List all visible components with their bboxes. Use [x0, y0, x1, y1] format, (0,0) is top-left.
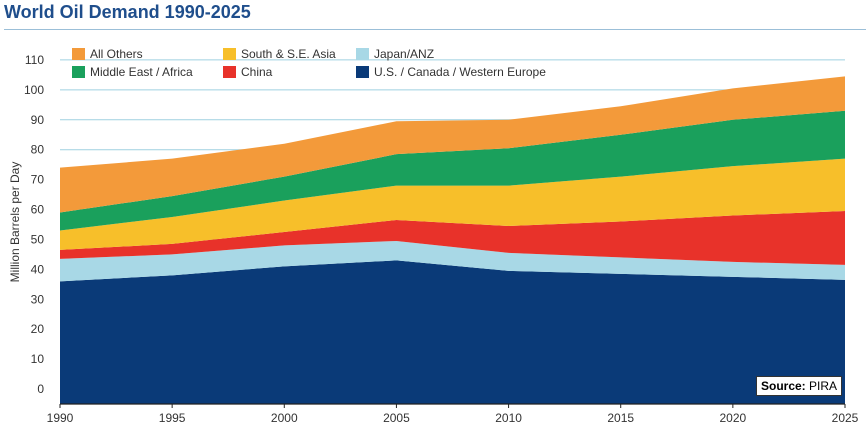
- source-value: PIRA: [809, 379, 838, 393]
- y-tick-label-80: 80: [31, 143, 45, 157]
- legend-label-all-others: All Others: [90, 47, 143, 61]
- y-tick-label-60: 60: [31, 203, 45, 217]
- legend: All Others South & S.E. Asia Japan/ANZ Midd…: [72, 47, 546, 79]
- y-tick-label-10: 10: [31, 352, 45, 366]
- y-tick-label-0: 0: [37, 382, 44, 396]
- legend-label-u-s-canada-western-europe: U.S. / Canada / Western Europe: [374, 65, 546, 79]
- stacked-areas: [60, 76, 845, 404]
- area-all-others: [60, 76, 845, 213]
- x-tick-label-2000: 2000: [271, 411, 298, 425]
- y-tick-label-90: 90: [31, 113, 45, 127]
- area-middle-east-africa: [60, 110, 845, 231]
- x-tick-label-2010: 2010: [495, 411, 522, 425]
- axes: 0 10 20 30 40 50 60 70 80 90 100 110 1990 1995 2000 200…: [24, 53, 859, 425]
- x-tick-label-2025: 2025: [832, 411, 859, 425]
- legend-label-south-s-e-asia: South & S.E. Asia: [241, 47, 336, 61]
- x-tick-label-1990: 1990: [47, 411, 74, 425]
- legend-label-china: China: [241, 65, 273, 79]
- x-tick-label-1995: 1995: [159, 411, 186, 425]
- y-tick-label-100: 100: [24, 83, 44, 97]
- y-axis-label: Million Barrels per Day: [8, 162, 22, 283]
- area-u-s-canada-western-europe: [60, 260, 845, 404]
- y-tick-label-40: 40: [31, 262, 45, 276]
- legend-swatch-japan-anz: [356, 48, 369, 60]
- x-tick-label-2015: 2015: [607, 411, 634, 425]
- legend-label-middle-east-africa: Middle East / Africa: [90, 65, 193, 79]
- source-note: Source: PIRA: [756, 376, 843, 396]
- area-south-s-e-asia: [60, 158, 845, 250]
- y-tick-label-50: 50: [31, 232, 45, 246]
- y-tick-label-30: 30: [31, 292, 45, 306]
- y-tick-label-20: 20: [31, 322, 45, 336]
- y-tick-label-70: 70: [31, 173, 45, 187]
- x-tick-label-2005: 2005: [383, 411, 410, 425]
- title-divider: [4, 29, 866, 30]
- legend-swatch-south-s-e-asia: [223, 48, 236, 60]
- legend-swatch-u-s-canada-western-europe: [356, 66, 369, 78]
- x-tick-label-2020: 2020: [720, 411, 747, 425]
- legend-swatch-middle-east-africa: [72, 66, 85, 78]
- area-china: [60, 211, 845, 265]
- legend-swatch-all-others: [72, 48, 85, 60]
- legend-label-japan-anz: Japan/ANZ: [374, 47, 434, 61]
- y-tick-label-110: 110: [25, 53, 44, 67]
- chart-title: World Oil Demand 1990-2025: [4, 2, 251, 22]
- source-label: Source:: [761, 379, 806, 393]
- area-japan-anz: [60, 240, 845, 282]
- legend-swatch-china: [223, 66, 236, 78]
